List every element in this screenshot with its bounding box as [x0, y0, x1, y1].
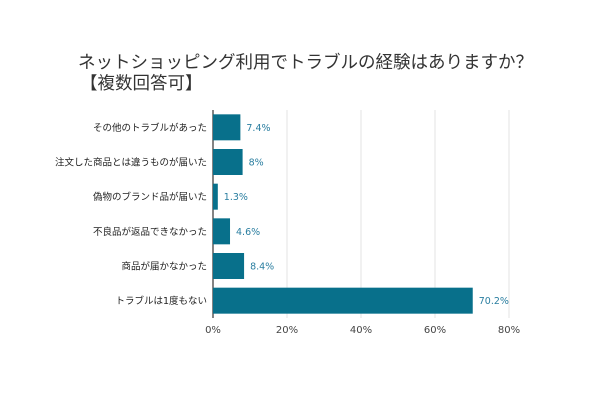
category-label: トラブルは1度もない — [115, 295, 207, 307]
x-tick-label: 60% — [424, 325, 446, 336]
data-label: 7.4% — [246, 123, 270, 134]
chart-title: ネットショッピング利用でトラブルの経験はありますか？ — [78, 53, 533, 73]
bar — [213, 149, 243, 175]
category-label: 偽物のブランド品が届いた — [93, 191, 207, 203]
bar — [213, 287, 473, 314]
bar — [213, 114, 241, 141]
bar — [213, 253, 245, 279]
category-label: 商品が届かなかった — [121, 261, 207, 273]
data-label: 1.3% — [224, 192, 248, 203]
category-label: 注文した商品とは違うものが届いた — [55, 157, 207, 169]
data-label: 8.4% — [250, 262, 274, 273]
x-tick-label: 20% — [276, 325, 298, 336]
bar — [213, 218, 231, 245]
x-tick-label: 0% — [205, 325, 221, 336]
data-label: 70.2% — [479, 296, 509, 307]
chart-subtitle: 【複数回答可】 — [80, 74, 203, 94]
data-label: 4.6% — [236, 227, 260, 238]
data-label: 8% — [249, 158, 264, 169]
x-tick-label: 40% — [350, 325, 372, 336]
category-label: その他のトラブルがあった — [93, 122, 207, 134]
x-tick-label: 80% — [498, 325, 520, 336]
bar — [213, 183, 218, 210]
category-label: 不良品が返品できなかった — [93, 226, 207, 238]
